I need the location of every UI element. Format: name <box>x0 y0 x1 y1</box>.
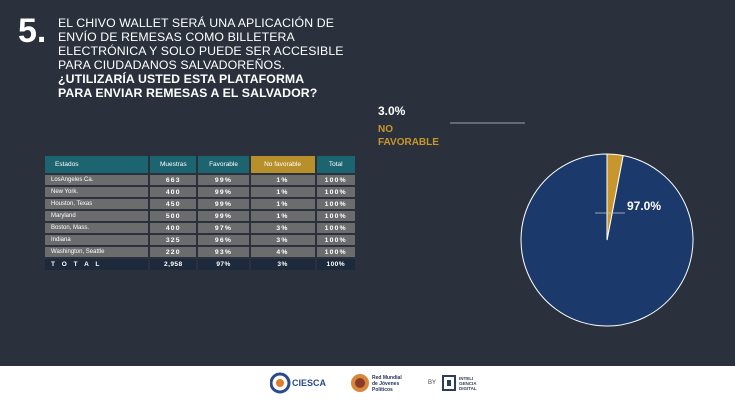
cell-estado: Boston, Mass. <box>45 223 149 233</box>
cell-total: 100% <box>316 247 355 257</box>
cell-no-favorable: 1% <box>250 211 315 221</box>
results-table: Estados Muestras Favorable No favorable … <box>43 154 357 272</box>
header-favorable: Favorable <box>198 156 249 173</box>
label-no-favorable-line1: NO <box>378 124 393 135</box>
cell-favorable: 99% <box>198 199 249 209</box>
cell-muestras: 220 <box>150 247 197 257</box>
label-no-favorable-line2: FAVORABLE <box>378 137 439 148</box>
pie-slice-no-favorable <box>606 153 624 241</box>
question-number: 5. <box>18 12 47 50</box>
ciesca-text: CIESCA <box>292 378 327 388</box>
intel-mark-icon <box>442 375 456 391</box>
slide: 5. EL CHIVO WALLET SERÁ UNA APLICACIÓN D… <box>18 12 694 327</box>
cell-favorable: 96% <box>198 235 249 245</box>
total-cell-muestras: 2,958 <box>150 259 197 270</box>
question-line: EL CHIVO WALLET SERÁ UNA APLICACIÓN DE <box>58 16 335 30</box>
cell-muestras: 450 <box>150 199 197 209</box>
cell-muestras: 325 <box>150 235 197 245</box>
cell-no-favorable: 1% <box>250 187 315 197</box>
label-favorable-name: FAVORABLE <box>627 220 691 232</box>
intel-mark-inner-icon <box>447 380 451 386</box>
total-cell-no-favorable: 3% <box>250 259 315 270</box>
intel-text-line: GENCIA <box>459 381 477 386</box>
inteligencia-digital-logo: INTELI GENCIA DIGITAL <box>442 375 477 391</box>
label-favorable-value: 97.0% <box>627 199 661 213</box>
footer: CIESCA Red Mundial de Jóvenes Políticos … <box>0 366 735 400</box>
header-no-favorable: No favorable <box>250 156 315 173</box>
table-row: Boston, Mass. 400 97% 3% 100% <box>45 223 355 233</box>
red-mundial-text-line: de Jóvenes <box>372 381 399 387</box>
question-bold-line: PARA ENVIAR REMESAS A EL SALVADOR? <box>58 86 318 100</box>
label-no-favorable-value: 3.0% <box>378 104 406 118</box>
table-total-row: T O T A L 2,958 97% 3% 100% <box>45 259 355 270</box>
table-row: New York. 400 99% 1% 100% <box>45 187 355 197</box>
question-line: ENVÍO DE REMESAS COMO BILLETERA <box>58 30 295 44</box>
cell-no-favorable: 4% <box>250 247 315 257</box>
cell-favorable: 99% <box>198 175 249 185</box>
total-cell-total: 100% <box>316 259 355 270</box>
total-cell-favorable: 97% <box>198 259 249 270</box>
cell-estado: LosAngeles Ca. <box>45 175 149 185</box>
ciesca-dot-icon <box>276 379 284 387</box>
table-header-row: Estados Muestras Favorable No favorable … <box>45 156 355 173</box>
header-muestras: Muestras <box>150 156 197 173</box>
cell-estado: New York. <box>45 187 149 197</box>
table-row: Indiana 325 96% 3% 100% <box>45 235 355 245</box>
question-line: PARA CIUDADANOS SALVADOREÑOS. <box>58 58 286 72</box>
cell-estado: Maryland <box>45 211 149 221</box>
cell-favorable: 99% <box>198 211 249 221</box>
ciesca-logo: CIESCA <box>270 372 327 394</box>
cell-total: 100% <box>316 235 355 245</box>
header-total: Total <box>316 156 355 173</box>
globe-core-icon <box>355 378 365 388</box>
intel-text-line: INTELI <box>459 376 473 381</box>
cell-favorable: 99% <box>198 187 249 197</box>
table-row: Washington, Seattle 220 93% 4% 100% <box>45 247 355 257</box>
red-mundial-text-line: Red Mundial <box>372 375 402 381</box>
question-line: ELECTRÓNICA Y SOLO PUEDE SER ACCESIBLE <box>58 44 344 58</box>
cell-total: 100% <box>316 223 355 233</box>
pie-chart: 3.0% NO FAVORABLE 97.0% FAVORABLE <box>378 104 694 327</box>
cell-total: 100% <box>316 199 355 209</box>
cell-no-favorable: 1% <box>250 199 315 209</box>
cell-no-favorable: 3% <box>250 223 315 233</box>
cell-muestras: 500 <box>150 211 197 221</box>
header-estados: Estados <box>45 156 149 173</box>
cell-estado: Houston, Texas <box>45 199 149 209</box>
cell-favorable: 93% <box>198 247 249 257</box>
intel-text-line: DIGITAL <box>459 386 477 391</box>
red-mundial-logo: Red Mundial de Jóvenes Políticos <box>351 374 402 393</box>
total-cell-estado: T O T A L <box>45 259 149 270</box>
red-mundial-text-line: Políticos <box>372 387 393 393</box>
cell-estado: Washington, Seattle <box>45 247 149 257</box>
cell-muestras: 400 <box>150 223 197 233</box>
cell-no-favorable: 3% <box>250 235 315 245</box>
by-label: BY <box>428 380 437 386</box>
cell-total: 100% <box>316 211 355 221</box>
cell-total: 100% <box>316 175 355 185</box>
question-bold-line: ¿UTILIZARÍA USTED ESTA PLATAFORMA <box>58 72 305 86</box>
cell-favorable: 97% <box>198 223 249 233</box>
table-row: Maryland 500 99% 1% 100% <box>45 211 355 221</box>
ciesca-ring-icon <box>270 372 291 394</box>
cell-total: 100% <box>316 187 355 197</box>
question-text: EL CHIVO WALLET SERÁ UNA APLICACIÓN DE E… <box>58 16 358 100</box>
cell-muestras: 663 <box>150 175 197 185</box>
cell-muestras: 400 <box>150 187 197 197</box>
cell-estado: Indiana <box>45 235 149 245</box>
cell-no-favorable: 1% <box>250 175 315 185</box>
table-row: Houston, Texas 450 99% 1% 100% <box>45 199 355 209</box>
table-row: LosAngeles Ca. 663 99% 1% 100% <box>45 175 355 185</box>
